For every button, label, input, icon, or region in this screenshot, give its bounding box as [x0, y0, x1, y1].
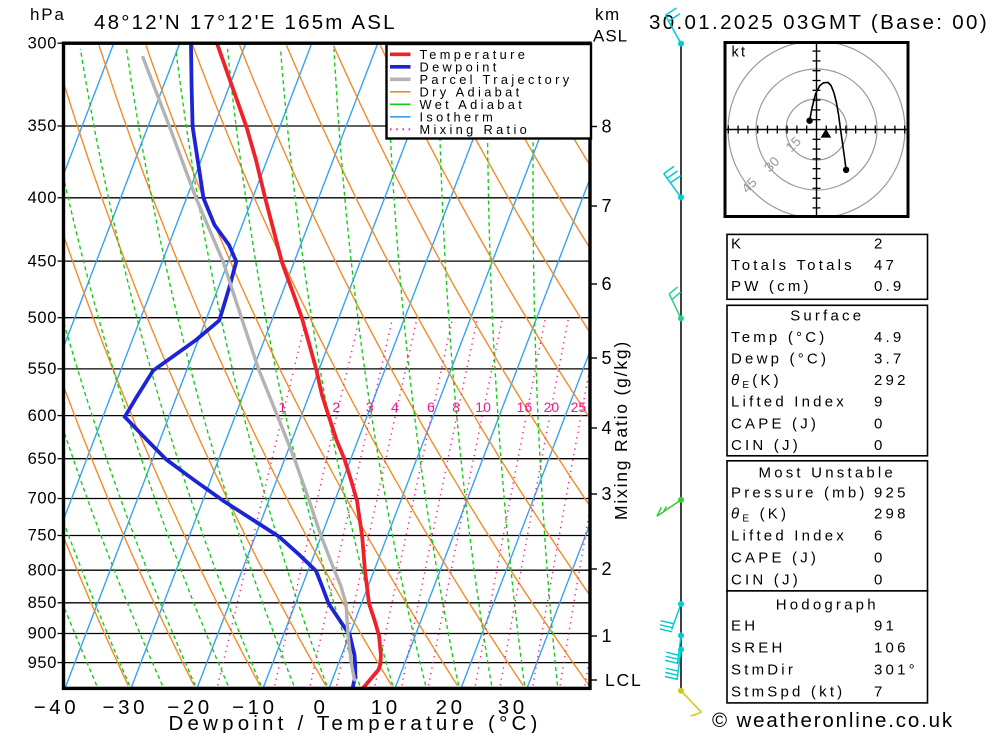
svg-text:0.9: 0.9 [874, 278, 904, 295]
svg-text:6: 6 [874, 528, 886, 545]
svg-text:Temp (°C): Temp (°C) [731, 329, 827, 346]
svg-text:3: 3 [602, 484, 612, 504]
svg-text:hPa: hPa [30, 5, 66, 24]
svg-text:4: 4 [602, 418, 612, 438]
svg-text:−10: −10 [232, 696, 278, 719]
svg-text:Pressure (mb): Pressure (mb) [731, 485, 868, 502]
svg-text:CAPE (J): CAPE (J) [731, 549, 819, 566]
svg-text:2: 2 [602, 559, 612, 579]
svg-text:Dewp (°C): Dewp (°C) [731, 351, 829, 368]
svg-text:850: 850 [28, 594, 57, 612]
svg-text:91: 91 [874, 618, 897, 635]
svg-text:10: 10 [475, 399, 491, 415]
svg-text:Dewpoint / Temperature (°C): Dewpoint / Temperature (°C) [168, 712, 541, 733]
svg-text:Lifted Index: Lifted Index [731, 394, 847, 411]
svg-text:Surface: Surface [790, 307, 864, 324]
svg-text:300: 300 [28, 34, 57, 52]
svg-text:CIN (J): CIN (J) [731, 437, 801, 454]
svg-text:Totals Totals: Totals Totals [731, 257, 855, 274]
svg-text:301°: 301° [874, 661, 918, 678]
svg-text:550: 550 [28, 360, 57, 378]
svg-text:1: 1 [278, 399, 286, 415]
svg-text:20: 20 [436, 696, 466, 719]
svg-text:1: 1 [602, 626, 612, 646]
svg-text:7: 7 [602, 196, 612, 216]
svg-text:298: 298 [874, 506, 909, 523]
svg-text:9: 9 [874, 394, 886, 411]
svg-text:Most Unstable: Most Unstable [759, 465, 896, 482]
svg-text:5: 5 [602, 348, 612, 368]
svg-text:700: 700 [28, 490, 57, 508]
svg-text:PW (cm): PW (cm) [731, 278, 812, 295]
svg-text:16: 16 [517, 399, 533, 415]
svg-text:800: 800 [28, 561, 57, 579]
svg-text:48°12'N 17°12'E 165m ASL: 48°12'N 17°12'E 165m ASL [94, 11, 397, 34]
svg-text:0: 0 [874, 437, 886, 454]
svg-text:CIN (J): CIN (J) [731, 571, 801, 588]
svg-text:Hodograph: Hodograph [776, 596, 879, 613]
svg-text:K: K [731, 235, 744, 252]
svg-text:400: 400 [28, 189, 57, 207]
svg-text:StmSpd (kt): StmSpd (kt) [731, 683, 845, 700]
svg-text:CAPE (J): CAPE (J) [731, 415, 819, 432]
svg-text:Temperature: Temperature [420, 47, 529, 62]
svg-text:8: 8 [452, 399, 460, 415]
svg-text:km: km [595, 5, 621, 24]
svg-text:3: 3 [366, 399, 374, 415]
svg-text:Parcel Trajectory: Parcel Trajectory [420, 72, 573, 87]
svg-text:292: 292 [874, 372, 909, 389]
svg-text:650: 650 [28, 450, 57, 468]
svg-text:3.7: 3.7 [874, 351, 904, 368]
svg-text:Mixing Ratio: Mixing Ratio [420, 122, 531, 137]
svg-text:6: 6 [602, 274, 612, 294]
svg-text:47: 47 [874, 257, 897, 274]
svg-text:θE(K): θE(K) [731, 372, 782, 391]
svg-text:Wet Adiabat: Wet Adiabat [420, 97, 526, 112]
svg-text:θE (K): θE (K) [731, 506, 789, 525]
svg-text:Dewpoint: Dewpoint [420, 59, 500, 74]
svg-text:950: 950 [28, 654, 57, 672]
svg-text:450: 450 [28, 252, 57, 270]
svg-text:0: 0 [874, 549, 886, 566]
svg-text:−40: −40 [34, 696, 80, 719]
svg-text:4.9: 4.9 [874, 329, 904, 346]
svg-text:−20: −20 [167, 696, 213, 719]
svg-text:4: 4 [391, 399, 399, 415]
svg-text:8: 8 [602, 116, 612, 136]
svg-text:750: 750 [28, 527, 57, 545]
svg-text:20: 20 [544, 399, 560, 415]
svg-text:30.01.2025 03GMT (Base: 00): 30.01.2025 03GMT (Base: 00) [649, 11, 989, 34]
svg-text:7: 7 [874, 683, 886, 700]
svg-text:Mixing Ratio (g/kg): Mixing Ratio (g/kg) [611, 340, 631, 520]
svg-text:106: 106 [874, 640, 909, 657]
svg-text:SREH: SREH [731, 640, 785, 657]
svg-text:Lifted Index: Lifted Index [731, 528, 847, 545]
svg-text:600: 600 [28, 407, 57, 425]
svg-text:500: 500 [28, 309, 57, 327]
svg-text:0: 0 [874, 571, 886, 588]
svg-text:30: 30 [498, 696, 528, 719]
svg-text:© weatheronline.co.uk: © weatheronline.co.uk [712, 709, 954, 732]
svg-text:Isotherm: Isotherm [420, 109, 497, 124]
svg-text:−30: −30 [103, 696, 149, 719]
svg-text:2: 2 [332, 399, 340, 415]
svg-text:StmDir: StmDir [731, 661, 796, 678]
svg-text:350: 350 [28, 117, 57, 135]
svg-text:Dry Adiabat: Dry Adiabat [420, 84, 523, 99]
svg-text:ASL: ASL [593, 27, 628, 46]
svg-text:10: 10 [371, 696, 401, 719]
svg-text:25: 25 [571, 399, 587, 415]
svg-text:kt: kt [732, 45, 748, 61]
svg-text:6: 6 [427, 399, 435, 415]
svg-text:EH: EH [731, 618, 758, 635]
svg-text:LCL: LCL [605, 670, 643, 690]
svg-text:2: 2 [874, 235, 886, 252]
svg-text:0: 0 [313, 696, 328, 719]
svg-text:900: 900 [28, 625, 57, 643]
svg-text:925: 925 [874, 485, 909, 502]
svg-text:0: 0 [874, 415, 886, 432]
